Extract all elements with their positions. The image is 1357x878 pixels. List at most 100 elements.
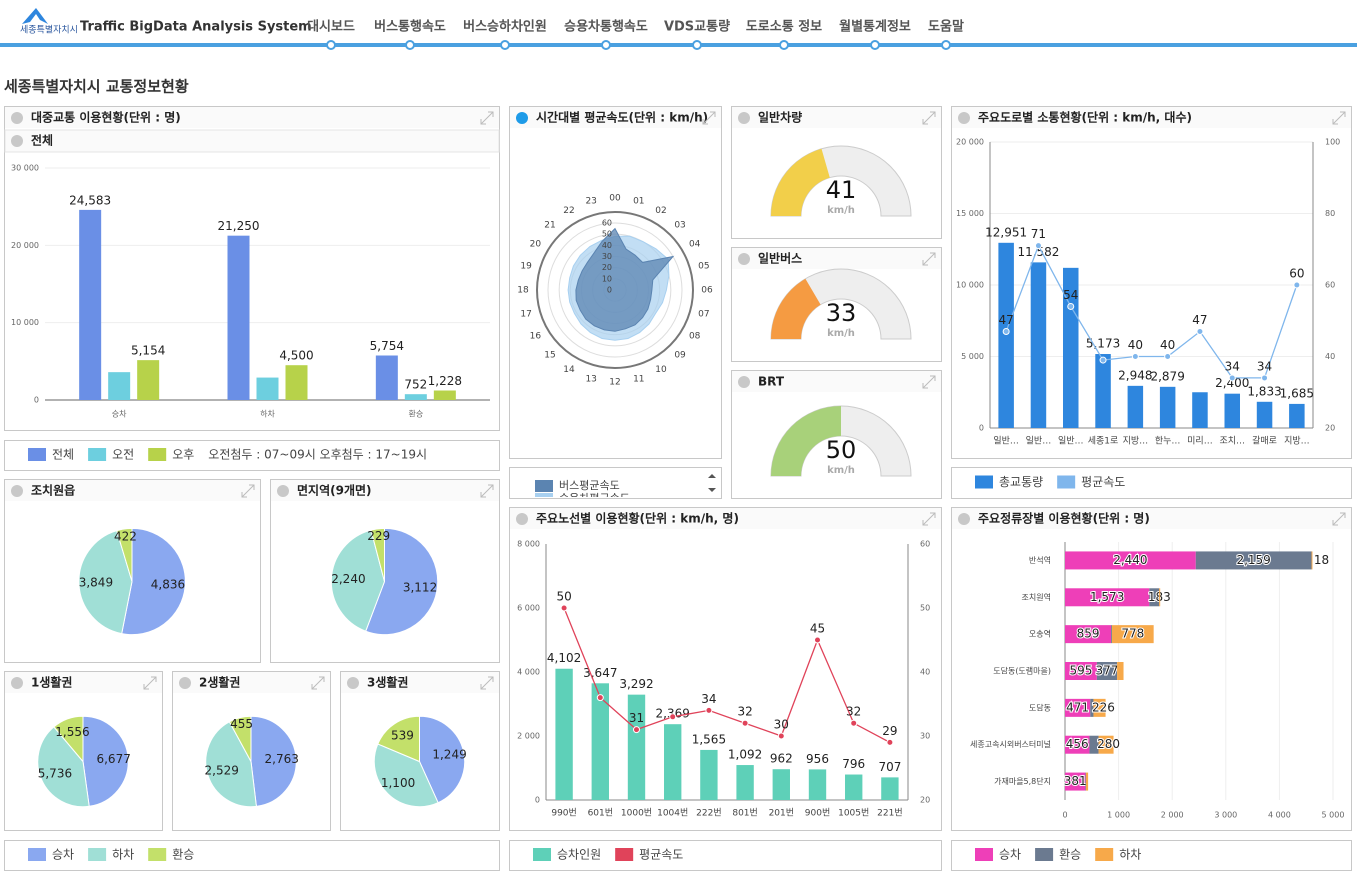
value-label: 707	[878, 760, 901, 774]
panel-title: 조치원읍	[31, 483, 75, 498]
legend-label: 승용차평균속도	[559, 492, 630, 505]
nav-item[interactable]: 대시보드	[307, 20, 355, 35]
x-tick-label: 일반…	[1058, 436, 1084, 447]
value-label: 2,240	[331, 572, 365, 586]
bar	[700, 749, 718, 800]
legend-swatch	[88, 848, 107, 861]
gauge-unit: km/h	[827, 205, 855, 216]
panel-icon	[11, 677, 23, 689]
nav-bar-line	[0, 43, 1357, 47]
expand-icon[interactable]	[922, 111, 936, 125]
line-point	[777, 732, 785, 740]
expand-icon[interactable]	[143, 676, 157, 690]
value-label: 2,400	[1215, 376, 1249, 390]
value-label: 3,112	[403, 581, 437, 595]
radar-category: 03	[674, 220, 685, 230]
panel-title: 시간대별 평균속도(단위 : km/h)	[536, 110, 708, 125]
nav-item[interactable]: 버스통행속도	[374, 19, 446, 35]
x-tick-label: 0	[1062, 811, 1067, 820]
panel-header	[732, 371, 941, 392]
nav-item[interactable]: 월별통계정보	[839, 19, 911, 35]
panel-icon	[277, 485, 289, 497]
panel-header	[5, 107, 499, 128]
expand-icon[interactable]	[311, 676, 325, 690]
y-tick-label: 조치원역	[1022, 592, 1051, 602]
radar-category: 12	[609, 378, 620, 388]
panel-header	[173, 672, 330, 693]
nav-item[interactable]: 버스승하차인원	[463, 19, 547, 35]
value-label: 226	[1092, 700, 1115, 714]
nav-dot	[326, 40, 336, 50]
y-tick-label: 0	[34, 396, 39, 405]
value-label: 3,849	[79, 576, 113, 590]
value-label: 54	[1063, 288, 1078, 302]
line-point	[850, 719, 858, 727]
expand-icon[interactable]	[480, 676, 494, 690]
x-tick-label: 3 000	[1214, 811, 1237, 820]
radar-category: 02	[655, 206, 666, 216]
expand-icon[interactable]	[922, 252, 936, 266]
logo-icon	[22, 8, 48, 24]
line	[1005, 244, 1298, 379]
line-point	[886, 738, 894, 746]
y-tick-label: 가재마을5,8단지	[994, 776, 1051, 786]
nav-item[interactable]: 승용차통행속도	[564, 19, 648, 35]
legend-box	[951, 467, 1352, 499]
expand-icon[interactable]	[1332, 512, 1346, 526]
y-tick-label: 도담동	[1029, 702, 1051, 712]
expand-icon[interactable]	[480, 111, 494, 125]
expand-icon[interactable]	[922, 512, 936, 526]
expand-icon[interactable]	[922, 375, 936, 389]
legend-label: 오후	[172, 448, 194, 462]
value-label: 1,573	[1090, 590, 1124, 604]
nav-dot	[601, 40, 611, 50]
value-label: 18	[1314, 553, 1329, 567]
nav-item[interactable]: 도움말	[928, 19, 964, 35]
line-point	[633, 726, 640, 734]
legend-label: 승차	[999, 848, 1021, 862]
y-tick-label: 도담동(도램마을)	[993, 666, 1051, 676]
scroll-down[interactable]	[708, 488, 716, 492]
expand-icon[interactable]	[241, 484, 255, 498]
x-tick-label: 801번	[732, 808, 757, 819]
value-label: 4,500	[279, 349, 313, 363]
panel-title: 주요노선별 이용현황(단위 : km/h, 명)	[536, 511, 739, 526]
nav-item[interactable]: VDS교통량	[664, 20, 730, 35]
value-label: 24,583	[69, 193, 111, 207]
x-tick-label: 일반…	[1026, 436, 1052, 447]
nav-item[interactable]: 도로소통 정보	[746, 19, 822, 35]
page-title: 세종특별자치시 교통정보현황	[4, 78, 189, 96]
panel-header	[5, 480, 260, 501]
legend-label: 평균속도	[1081, 475, 1125, 489]
scroll-up[interactable]	[708, 474, 716, 478]
radar-category: 18	[517, 286, 529, 296]
y-tick-label: 4 000	[517, 668, 540, 677]
gauge-unit: km/h	[827, 328, 855, 339]
radar-category: 21	[544, 220, 555, 230]
pie-slice	[365, 527, 439, 636]
value-label: 1,833	[1247, 384, 1281, 398]
x-tick-label: 1004번	[657, 808, 688, 819]
logo-text: 세종특별자치시	[20, 24, 78, 36]
bar-segment	[1098, 735, 1114, 754]
expand-icon[interactable]	[702, 111, 716, 125]
bar-segment	[1159, 588, 1161, 607]
expand-icon[interactable]	[1332, 111, 1346, 125]
bar-segment	[1085, 772, 1086, 791]
x-tick-label: 한누…	[1155, 436, 1181, 447]
expand-icon[interactable]	[480, 484, 494, 498]
y2-tick-label: 40	[920, 668, 930, 677]
bar	[137, 360, 160, 400]
bar-segment	[1089, 735, 1099, 754]
value-label: 2,440	[1113, 553, 1147, 567]
panel-header	[5, 672, 162, 693]
panel-header	[271, 480, 499, 501]
y-tick-label: 15 000	[956, 209, 984, 218]
value-label: 280	[1097, 737, 1120, 751]
value-label: 5,754	[370, 339, 404, 353]
x-tick-label: 4 000	[1268, 811, 1291, 820]
gauge-unit: km/h	[827, 465, 855, 476]
value-label: 32	[737, 705, 752, 719]
